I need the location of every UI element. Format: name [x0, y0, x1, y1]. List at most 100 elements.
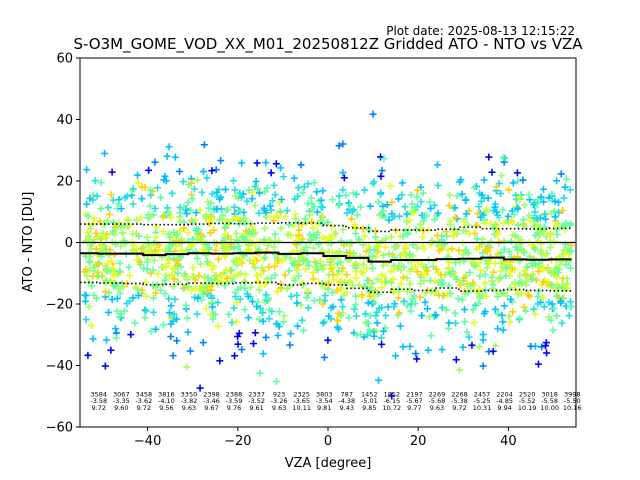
data-point [537, 193, 545, 201]
data-point [232, 229, 240, 237]
data-point [244, 314, 252, 322]
data-point [83, 166, 91, 174]
data-point [335, 192, 343, 200]
lower-sigma-line [80, 281, 572, 294]
data-point [267, 274, 275, 282]
data-point [459, 343, 467, 351]
data-point [388, 392, 396, 400]
data-point [138, 287, 146, 295]
data-point [129, 294, 137, 302]
data-point [312, 263, 320, 271]
data-point [194, 294, 202, 302]
data-point [379, 251, 387, 259]
data-point [494, 293, 502, 301]
data-point [159, 213, 167, 221]
data-point [277, 164, 285, 172]
data-point [450, 269, 458, 277]
data-point [365, 242, 373, 250]
data-point [455, 246, 463, 254]
data-point [564, 284, 572, 292]
data-point [513, 169, 521, 177]
data-point [457, 176, 465, 184]
data-point [521, 267, 529, 275]
data-point [205, 204, 213, 212]
data-point [355, 281, 363, 289]
data-point [555, 209, 563, 217]
bin-stat-sigma: 9.85 [362, 404, 376, 412]
data-point [491, 259, 499, 267]
data-point [499, 153, 507, 161]
data-point [350, 305, 358, 313]
data-point [165, 295, 173, 303]
data-point [300, 183, 308, 191]
data-point [496, 274, 504, 282]
data-point [199, 339, 207, 347]
data-point [414, 186, 422, 194]
data-point [211, 310, 219, 318]
data-point [339, 226, 347, 234]
data-point [94, 268, 102, 276]
data-point [448, 245, 456, 253]
data-point [534, 215, 542, 223]
data-point [121, 240, 129, 248]
data-point [323, 239, 331, 247]
data-point [508, 264, 516, 272]
bin-stat-mean: -3.52 [248, 397, 265, 405]
data-point [143, 265, 151, 273]
data-point [379, 261, 387, 269]
data-point [335, 325, 343, 333]
data-point [193, 254, 201, 262]
data-point [423, 212, 431, 220]
data-point [462, 210, 470, 218]
data-point [464, 289, 472, 297]
data-point [493, 183, 501, 191]
data-point [363, 276, 371, 284]
data-point [159, 263, 167, 271]
data-point [85, 303, 93, 311]
data-point [149, 282, 157, 290]
data-point [307, 194, 315, 202]
data-point [339, 186, 347, 194]
data-point [550, 266, 558, 274]
data-point [254, 298, 262, 306]
data-point [470, 184, 478, 192]
data-point [195, 271, 203, 279]
data-point [138, 195, 146, 203]
data-point [482, 292, 490, 300]
data-point [102, 278, 110, 286]
data-point [278, 195, 286, 203]
data-point [399, 273, 407, 281]
data-point [388, 198, 396, 206]
data-point [168, 240, 176, 248]
data-point [299, 189, 307, 197]
data-point [500, 219, 508, 227]
data-point [321, 235, 329, 243]
data-point [514, 177, 522, 185]
data-point [104, 308, 112, 316]
data-point [333, 316, 341, 324]
data-point [137, 214, 145, 222]
data-point [346, 202, 354, 210]
data-point [378, 167, 386, 175]
data-point [299, 235, 307, 243]
data-point [198, 188, 206, 196]
data-point [101, 149, 109, 157]
data-point [163, 152, 171, 160]
data-point [167, 302, 175, 310]
data-point [163, 204, 171, 212]
data-point [420, 277, 428, 285]
data-point [537, 240, 545, 248]
data-point [146, 213, 154, 221]
data-point [292, 240, 300, 248]
data-point [337, 285, 345, 293]
data-point [168, 271, 176, 279]
data-point [519, 176, 527, 184]
data-point [82, 291, 90, 299]
data-point [446, 220, 454, 228]
data-point [390, 212, 398, 220]
data-point [169, 352, 177, 360]
data-point [196, 384, 204, 392]
data-point [419, 242, 427, 250]
data-point [444, 264, 452, 272]
bin-stat-sigma: 9.63 [430, 404, 444, 412]
